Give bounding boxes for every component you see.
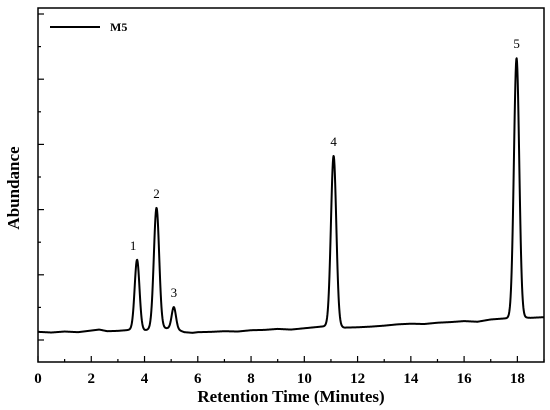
plot-frame: [37, 7, 545, 363]
y-axis-ticks: [38, 13, 44, 341]
x-tick-label: 14: [403, 371, 419, 387]
peak-label-1: 1: [130, 238, 137, 253]
y-axis-title: Abundance: [4, 146, 23, 230]
x-tick-label: 6: [194, 371, 202, 387]
x-axis-title: Retention Time (Minutes): [197, 387, 384, 406]
x-tick-label: 12: [350, 371, 365, 387]
legend-label-m5: M5: [110, 20, 127, 34]
x-tick-label: 2: [88, 371, 96, 387]
series-line-m5: [37, 57, 545, 334]
peak-label-2: 2: [153, 186, 160, 201]
peak-label-4: 4: [330, 134, 337, 149]
peak-labels: 1 2 3 4 5: [130, 36, 520, 300]
x-tick-label: 16: [457, 371, 473, 387]
peak-label-5: 5: [513, 36, 520, 51]
x-tick-label: 18: [510, 371, 525, 387]
peak-label-3: 3: [171, 285, 178, 300]
x-tick-label: 10: [297, 371, 312, 387]
x-tick-label: 8: [247, 371, 255, 387]
x-tick-label: 0: [34, 371, 42, 387]
x-tick-label: 4: [141, 371, 149, 387]
x-axis-ticks: 0 2 4 6 8 10 12 14 16 18: [34, 356, 545, 387]
legend: M5: [50, 20, 127, 34]
